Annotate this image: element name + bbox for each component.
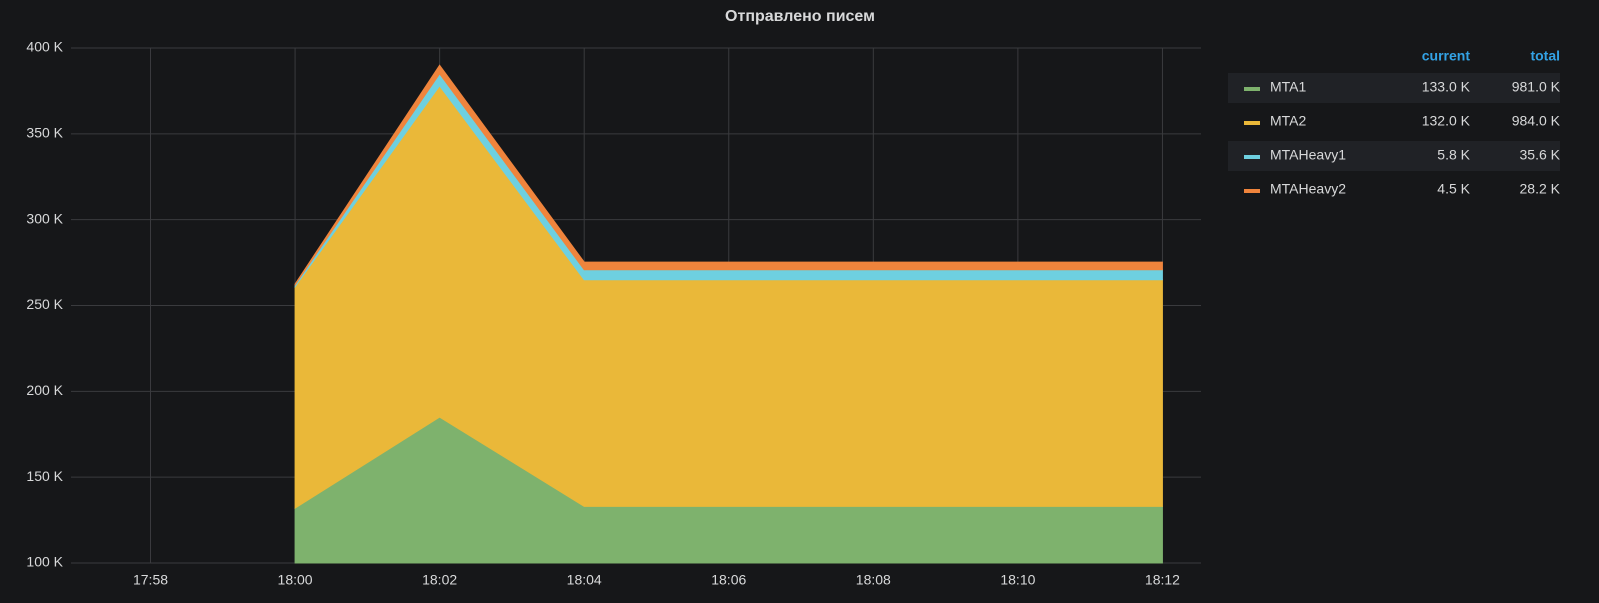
legend-label: MTA1	[1270, 79, 1307, 95]
chart-title: Отправлено писем	[725, 8, 875, 25]
y-tick-label: 100 K	[26, 554, 63, 570]
legend-value: 132.0 K	[1422, 113, 1471, 129]
legend-label: MTAHeavy1	[1270, 147, 1346, 163]
legend-value: 5.8 K	[1437, 147, 1470, 163]
x-tick-label: 18:02	[422, 572, 457, 588]
y-tick-label: 350 K	[26, 125, 63, 141]
legend-label: MTAHeavy2	[1270, 181, 1346, 197]
x-tick-label: 18:04	[567, 572, 602, 588]
legend-swatch	[1244, 189, 1260, 193]
y-tick-label: 400 K	[26, 39, 63, 55]
legend-value: 984.0 K	[1512, 113, 1561, 129]
legend-row-bg	[1228, 141, 1560, 171]
y-tick-label: 200 K	[26, 382, 63, 398]
legend-value: 4.5 K	[1437, 181, 1470, 197]
legend-value: 28.2 K	[1520, 181, 1561, 197]
legend-header: current	[1422, 48, 1471, 64]
x-tick-label: 18:00	[278, 572, 313, 588]
legend-value: 35.6 K	[1520, 147, 1561, 163]
legend-swatch	[1244, 121, 1260, 125]
x-tick-label: 18:06	[711, 572, 746, 588]
legend-swatch	[1244, 87, 1260, 91]
x-tick-label: 17:58	[133, 572, 168, 588]
x-tick-label: 18:08	[856, 572, 891, 588]
legend-swatch	[1244, 155, 1260, 159]
legend-value: 133.0 K	[1422, 79, 1471, 95]
legend-value: 981.0 K	[1512, 79, 1561, 95]
legend-row-bg	[1228, 73, 1560, 103]
x-tick-label: 18:12	[1145, 572, 1180, 588]
y-tick-label: 150 K	[26, 468, 63, 484]
legend-header: total	[1530, 48, 1560, 64]
x-tick-label: 18:10	[1000, 572, 1035, 588]
y-tick-label: 300 K	[26, 210, 63, 226]
y-tick-label: 250 K	[26, 296, 63, 312]
legend-label: MTA2	[1270, 113, 1307, 129]
area	[294, 64, 1163, 287]
